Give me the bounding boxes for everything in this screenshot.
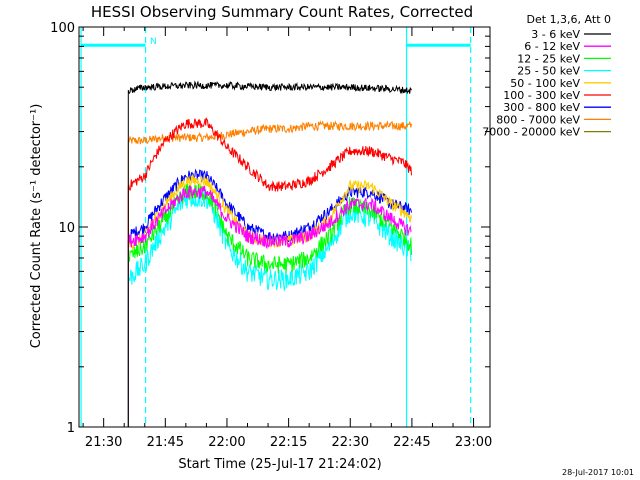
- legend-label: 7000 - 20000 keV: [482, 126, 580, 139]
- chart-title: HESSI Observing Summary Count Rates, Cor…: [91, 3, 473, 21]
- legend-label: 12 - 25 keV: [517, 52, 580, 65]
- y-tick-label: 100: [50, 21, 75, 36]
- series-line-25-50-kev: [127, 189, 412, 427]
- x-tick-label: 21:30: [85, 435, 122, 450]
- series-line-3-6-kev: [127, 80, 412, 427]
- footer-date: 28-Jul-2017 10:01: [562, 468, 634, 477]
- x-tick-label: 21:45: [147, 435, 184, 450]
- legend-label: 50 - 100 keV: [510, 77, 580, 90]
- legend-label: 300 - 800 keV: [503, 101, 580, 114]
- legend-label: 6 - 12 keV: [524, 40, 580, 53]
- x-tick-label: 22:30: [332, 435, 369, 450]
- x-tick-label: 22:45: [393, 435, 430, 450]
- night-marker-label: N: [150, 37, 157, 47]
- y-tick-label: 10: [58, 221, 75, 236]
- legend-title: Det 1,3,6, Att 0: [527, 13, 611, 26]
- legend-label: 3 - 6 keV: [531, 28, 580, 41]
- x-axis-label: Start Time (25-Jul-17 21:24:02): [178, 457, 381, 472]
- series-line-100-300-kev: [127, 117, 412, 427]
- y-axis-label: Corrected Count Rate (s⁻¹ detector⁻¹): [29, 104, 44, 349]
- series-line-300-800-kev: [127, 168, 412, 427]
- legend-label: 25 - 50 keV: [517, 65, 580, 78]
- legend-label: 800 - 7000 keV: [496, 113, 580, 126]
- series-line-800-7000-kev: [127, 120, 412, 427]
- x-tick-label: 22:00: [208, 435, 245, 450]
- series-line-6-12-kev: [127, 185, 412, 427]
- y-tick-label: 1: [67, 421, 75, 436]
- x-tick-label: 23:00: [455, 435, 492, 450]
- x-tick-label: 22:15: [270, 435, 307, 450]
- legend-label: 100 - 300 keV: [503, 89, 580, 102]
